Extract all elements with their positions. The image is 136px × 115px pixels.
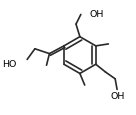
Text: HO: HO	[2, 59, 16, 68]
Text: OH: OH	[111, 91, 125, 100]
Text: OH: OH	[89, 10, 104, 19]
